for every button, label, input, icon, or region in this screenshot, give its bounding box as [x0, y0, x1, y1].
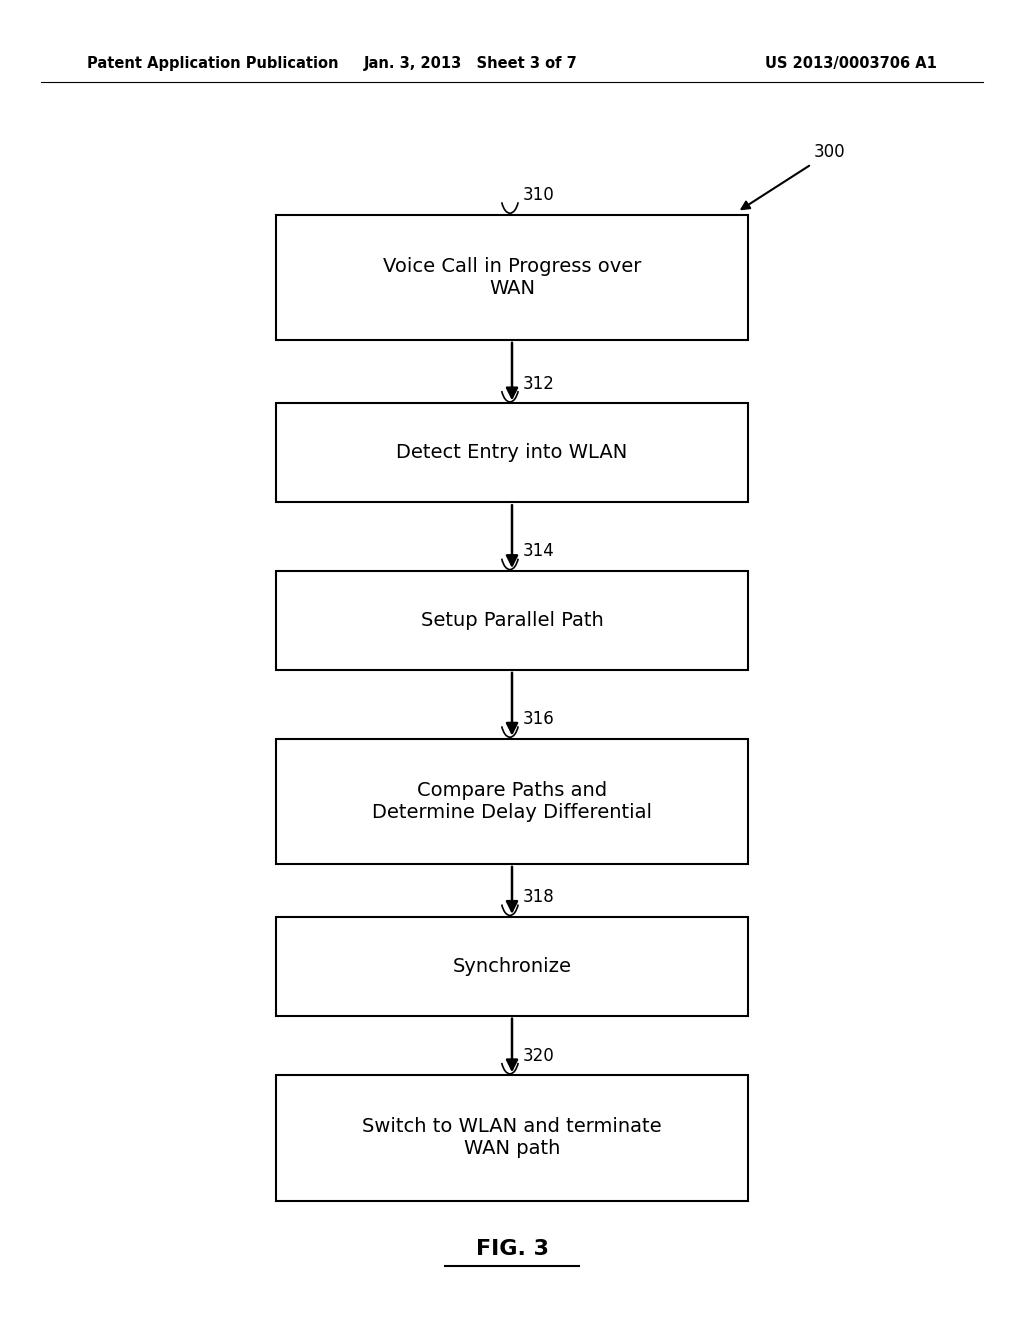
Text: 300: 300 — [741, 144, 846, 209]
Bar — [276, 572, 748, 671]
Text: 316: 316 — [522, 710, 554, 729]
Bar — [276, 214, 748, 339]
Text: Setup Parallel Path: Setup Parallel Path — [421, 611, 603, 630]
Bar — [276, 739, 748, 863]
Text: 312: 312 — [522, 375, 554, 393]
Text: Jan. 3, 2013   Sheet 3 of 7: Jan. 3, 2013 Sheet 3 of 7 — [365, 55, 578, 71]
Text: Voice Call in Progress over
WAN: Voice Call in Progress over WAN — [383, 256, 641, 298]
Text: Compare Paths and
Determine Delay Differential: Compare Paths and Determine Delay Differ… — [372, 780, 652, 822]
Bar — [276, 404, 748, 502]
Text: Synchronize: Synchronize — [453, 957, 571, 975]
Text: US 2013/0003706 A1: US 2013/0003706 A1 — [765, 55, 937, 71]
Text: 320: 320 — [522, 1047, 554, 1064]
Text: 318: 318 — [522, 888, 554, 906]
Bar — [276, 1074, 748, 1201]
Text: 314: 314 — [522, 543, 554, 560]
Text: FIG. 3: FIG. 3 — [475, 1238, 549, 1259]
Text: 310: 310 — [522, 186, 554, 205]
Text: Patent Application Publication: Patent Application Publication — [87, 55, 339, 71]
Bar — [276, 916, 748, 1016]
Text: Switch to WLAN and terminate
WAN path: Switch to WLAN and terminate WAN path — [362, 1117, 662, 1159]
Text: Detect Entry into WLAN: Detect Entry into WLAN — [396, 444, 628, 462]
